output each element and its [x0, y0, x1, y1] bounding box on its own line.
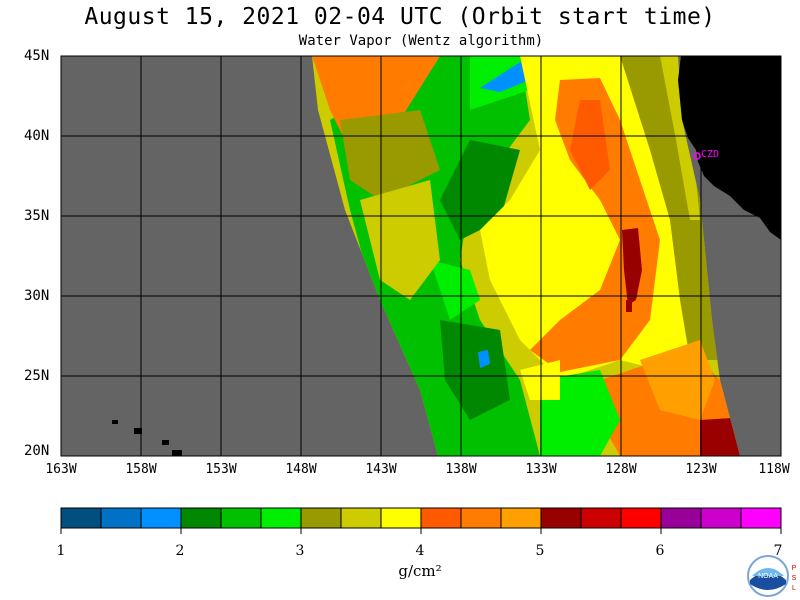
- svg-text:L: L: [792, 585, 796, 592]
- colorbar-segment: [700, 507, 742, 529]
- lon-label: 138W: [445, 462, 477, 477]
- station-marker: [693, 152, 701, 160]
- lon-label: 158W: [125, 462, 157, 477]
- colorbar-tick-label: 3: [295, 543, 305, 559]
- colorbar-segment: [300, 507, 342, 529]
- lon-label: 153W: [205, 462, 237, 477]
- colorbar-segment: [140, 507, 182, 529]
- lat-label: 25N: [24, 368, 50, 384]
- colorbar-segment: [740, 507, 782, 529]
- noaa-logo: NOAA P S L: [747, 555, 797, 597]
- lat-label: 35N: [24, 208, 50, 224]
- colorbar-segment: [580, 507, 622, 529]
- island: [112, 420, 118, 424]
- colorbar-segment: [260, 507, 302, 529]
- colorbar-segment: [100, 507, 142, 529]
- colorbar-segment: [460, 507, 502, 529]
- lat-lon-grid: [61, 56, 781, 456]
- colorbar-segment: [180, 507, 222, 529]
- colorbar-segment: [660, 507, 702, 529]
- colorbar-segment: [500, 507, 542, 529]
- lat-label: 30N: [24, 288, 50, 304]
- colorbar-tick-label: 1: [56, 543, 66, 559]
- colorbar-tick-label: 2: [175, 543, 185, 559]
- colorbar-segment: [60, 507, 102, 529]
- land-mass: [678, 56, 781, 240]
- lon-label: 133W: [525, 462, 557, 477]
- lon-label: 128W: [605, 462, 637, 477]
- page-subtitle: Water Vapor (Wentz algorithm): [298, 33, 544, 49]
- svg-text:S: S: [792, 575, 797, 582]
- island: [162, 440, 169, 445]
- colorbar-tick-label: 5: [535, 543, 545, 559]
- lat-label: 40N: [24, 128, 50, 144]
- station-label: CZD: [701, 149, 719, 160]
- colorbar-units: g/cm²: [398, 562, 442, 580]
- colorbar-segment: [380, 507, 422, 529]
- colorbar-tick-label: 6: [655, 543, 665, 559]
- svg-text:P: P: [792, 565, 797, 572]
- colorbar: [60, 507, 782, 534]
- svg-text:NOAA: NOAA: [758, 573, 778, 580]
- lon-label: 143W: [365, 462, 397, 477]
- colorbar-segment: [540, 507, 582, 529]
- island: [134, 428, 142, 434]
- colorbar-segment: [620, 507, 662, 529]
- colorbar-tick-label: 7: [773, 543, 783, 559]
- colorbar-tick-label: 4: [415, 543, 425, 559]
- map-frame: [60, 55, 782, 457]
- lon-label: 163W: [45, 462, 77, 477]
- colorbar-segment: [220, 507, 262, 529]
- colorbar-segment: [420, 507, 462, 529]
- colorbar-segment: [340, 507, 382, 529]
- lon-label: 118W: [758, 462, 790, 477]
- lon-label: 123W: [685, 462, 717, 477]
- lat-label: 45N: [24, 48, 50, 64]
- page-title: August 15, 2021 02-04 UTC (Orbit start t…: [84, 4, 716, 30]
- lat-label: 20N: [24, 443, 50, 459]
- high-vapor-core: [622, 228, 642, 305]
- lon-label: 148W: [285, 462, 317, 477]
- island: [172, 450, 182, 456]
